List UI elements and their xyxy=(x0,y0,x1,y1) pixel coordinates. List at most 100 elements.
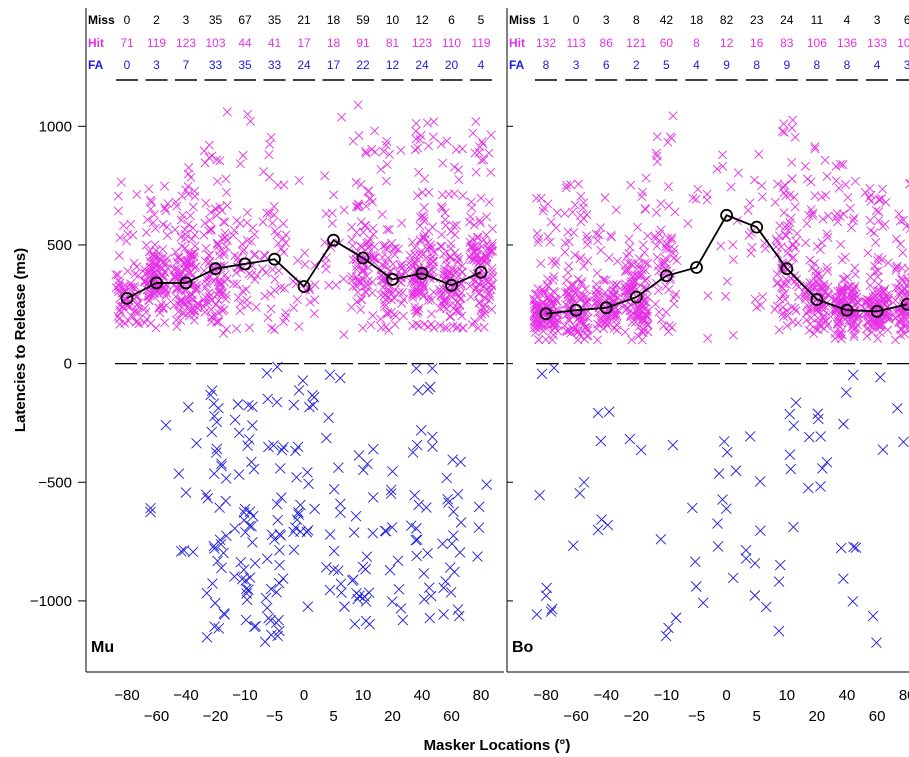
hit-point xyxy=(880,219,890,229)
fa-point xyxy=(271,586,282,598)
hit-point xyxy=(820,155,830,165)
hit-point xyxy=(627,260,637,270)
fa-point xyxy=(393,583,405,595)
count-fa: 5 xyxy=(663,58,670,72)
hit-point xyxy=(568,207,578,217)
hit-point xyxy=(142,215,153,225)
hit-point xyxy=(204,251,214,261)
x-tick-label: 0 xyxy=(722,687,730,704)
hit-point xyxy=(376,290,386,300)
hit-point xyxy=(266,304,276,314)
hit-point xyxy=(810,191,820,201)
hit-point xyxy=(822,171,832,181)
hit-point xyxy=(802,300,812,310)
fa-point xyxy=(215,539,227,550)
axes-frame-layer xyxy=(78,8,909,673)
hit-point xyxy=(788,115,798,125)
hit-point xyxy=(305,297,315,307)
hit-point xyxy=(321,209,331,219)
fa-point xyxy=(214,502,225,513)
hit-point xyxy=(536,258,546,269)
count-hit: 44 xyxy=(238,36,252,50)
hit-point xyxy=(848,216,858,226)
hit-point xyxy=(384,149,395,159)
hit-point xyxy=(779,127,789,137)
hit-point xyxy=(835,159,845,169)
hit-point xyxy=(480,300,490,310)
fa-point xyxy=(817,463,828,474)
count-miss: 23 xyxy=(750,13,764,27)
hit-point xyxy=(894,209,904,219)
hit-point xyxy=(216,279,226,289)
hit-point xyxy=(874,207,884,217)
hit-point xyxy=(641,284,651,294)
fa-point xyxy=(360,615,372,627)
hit-point xyxy=(570,250,580,260)
hit-point xyxy=(449,162,460,172)
count-fa: 20 xyxy=(445,58,459,72)
hit-point xyxy=(218,328,228,338)
fa-point xyxy=(874,371,886,383)
hit-point xyxy=(339,274,349,284)
hit-point xyxy=(188,202,198,212)
hit-point xyxy=(894,306,904,316)
hit-point xyxy=(599,289,609,299)
hit-point xyxy=(643,320,653,330)
hit-point xyxy=(779,119,789,129)
fa-point xyxy=(423,582,435,593)
hit-point xyxy=(900,329,909,339)
hit-point xyxy=(596,318,606,328)
hit-point xyxy=(873,266,883,276)
hit-point xyxy=(150,240,160,250)
hit-point xyxy=(813,325,823,335)
count-miss: 59 xyxy=(356,13,370,27)
hit-point xyxy=(436,139,446,149)
hit-point xyxy=(573,335,583,345)
hit-point xyxy=(853,312,863,322)
count-hit: 113 xyxy=(567,36,586,50)
hit-point xyxy=(232,279,242,289)
fa-point xyxy=(438,609,449,620)
fa-point xyxy=(328,564,340,575)
hit-point xyxy=(477,155,487,165)
fa-point xyxy=(452,604,464,615)
hit-point xyxy=(691,194,701,204)
fa-point xyxy=(145,502,156,514)
hit-point xyxy=(154,289,164,299)
hit-point xyxy=(180,225,190,235)
hit-point xyxy=(364,242,374,252)
hit-point xyxy=(669,293,679,303)
count-miss: 42 xyxy=(660,13,674,27)
hit-point xyxy=(467,234,478,244)
hit-point xyxy=(551,256,561,266)
hit-point xyxy=(408,321,418,331)
hit-point xyxy=(634,254,644,264)
hit-point xyxy=(361,287,371,297)
fa-point xyxy=(187,546,199,558)
hit-point xyxy=(439,323,449,333)
hit-point xyxy=(561,299,571,309)
hit-point xyxy=(883,325,893,335)
hit-point xyxy=(426,309,436,319)
hit-point xyxy=(114,276,124,286)
hit-point xyxy=(199,295,209,305)
hit-point xyxy=(177,294,187,304)
hit-point xyxy=(566,328,576,338)
hit-point xyxy=(566,180,576,190)
hit-point xyxy=(113,206,123,216)
hit-point xyxy=(651,207,661,218)
hit-point xyxy=(467,203,477,213)
hit-point xyxy=(717,150,728,160)
fa-point xyxy=(567,540,579,551)
fa-point xyxy=(803,431,815,443)
count-hit: 132 xyxy=(536,36,556,50)
hit-point xyxy=(482,239,492,249)
fa-point xyxy=(473,522,485,533)
hit-point xyxy=(339,205,349,215)
hit-point xyxy=(262,208,272,218)
hit-point xyxy=(640,275,650,285)
count-fa: 3 xyxy=(573,58,580,72)
fa-point xyxy=(200,489,212,501)
mean-marker xyxy=(356,251,370,265)
hit-point xyxy=(264,172,274,182)
